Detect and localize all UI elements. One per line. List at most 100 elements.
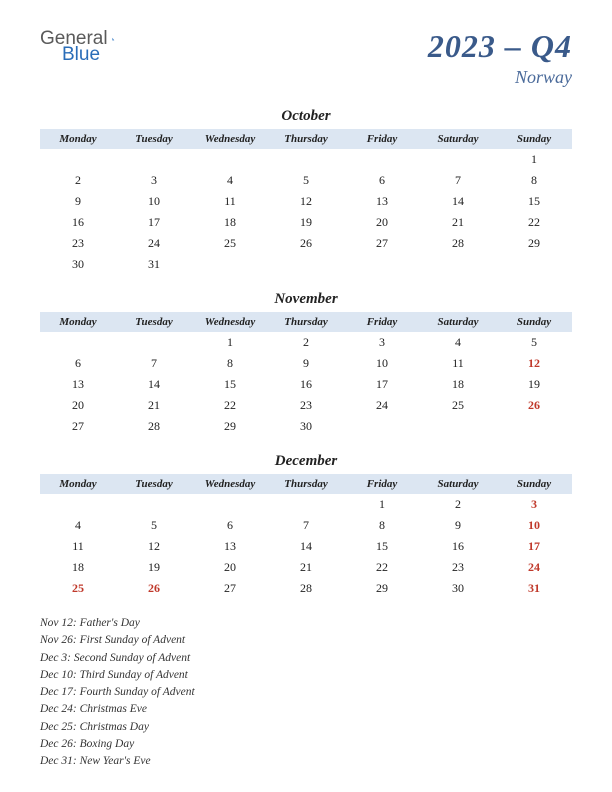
calendar-row: 1 <box>40 149 572 170</box>
weekday-header: Sunday <box>496 129 572 149</box>
weekday-header: Saturday <box>420 312 496 332</box>
calendar-cell: 7 <box>116 353 192 374</box>
calendar-cell: 8 <box>496 170 572 191</box>
weekday-header: Sunday <box>496 312 572 332</box>
calendar-row: 123 <box>40 494 572 515</box>
weekday-header: Tuesday <box>116 474 192 494</box>
calendar-cell: 29 <box>192 416 268 437</box>
calendar-cell <box>268 254 344 275</box>
weekday-header: Tuesday <box>116 312 192 332</box>
calendar-row: 13141516171819 <box>40 374 572 395</box>
calendar-cell <box>116 332 192 353</box>
calendar-cell: 5 <box>116 515 192 536</box>
calendar-cell: 17 <box>496 536 572 557</box>
calendar-cell: 8 <box>344 515 420 536</box>
calendar-cell <box>116 149 192 170</box>
calendar-row: 16171819202122 <box>40 212 572 233</box>
holiday-item: Dec 3: Second Sunday of Advent <box>40 650 572 667</box>
calendar-cell: 13 <box>192 536 268 557</box>
calendar-cell: 6 <box>192 515 268 536</box>
calendar-cell: 11 <box>40 536 116 557</box>
calendar-cell: 26 <box>116 578 192 599</box>
holiday-item: Nov 12: Father's Day <box>40 615 572 632</box>
calendar-cell: 30 <box>40 254 116 275</box>
calendar-row: 6789101112 <box>40 353 572 374</box>
calendar-cell: 17 <box>116 212 192 233</box>
calendar-cell: 13 <box>40 374 116 395</box>
weekday-header: Sunday <box>496 474 572 494</box>
weekday-header: Thursday <box>268 129 344 149</box>
page-title: 2023 – Q4 <box>428 28 572 65</box>
calendar-cell: 13 <box>344 191 420 212</box>
calendar-cell: 25 <box>40 578 116 599</box>
calendar-cell <box>192 494 268 515</box>
holiday-item: Dec 26: Boxing Day <box>40 736 572 753</box>
calendar-cell: 14 <box>116 374 192 395</box>
calendar-row: 20212223242526 <box>40 395 572 416</box>
calendar-cell: 4 <box>192 170 268 191</box>
holiday-item: Dec 10: Third Sunday of Advent <box>40 667 572 684</box>
calendar-cell: 20 <box>344 212 420 233</box>
calendar-cell: 31 <box>116 254 192 275</box>
calendar-cell: 12 <box>268 191 344 212</box>
calendar-cell <box>40 149 116 170</box>
calendar-cell: 25 <box>420 395 496 416</box>
calendar-row: 23242526272829 <box>40 233 572 254</box>
calendar-cell: 16 <box>268 374 344 395</box>
calendar-cell: 17 <box>344 374 420 395</box>
calendar-cell: 3 <box>496 494 572 515</box>
calendars-container: OctoberMondayTuesdayWednesdayThursdayFri… <box>40 108 572 599</box>
calendar-row: 9101112131415 <box>40 191 572 212</box>
calendar-cell: 9 <box>268 353 344 374</box>
calendar-row: 18192021222324 <box>40 557 572 578</box>
calendar-cell: 2 <box>268 332 344 353</box>
calendar-cell: 3 <box>116 170 192 191</box>
calendar-cell: 4 <box>40 515 116 536</box>
calendar-cell: 29 <box>496 233 572 254</box>
calendar-cell: 18 <box>420 374 496 395</box>
calendar-cell: 18 <box>40 557 116 578</box>
weekday-header: Friday <box>344 312 420 332</box>
weekday-header: Thursday <box>268 474 344 494</box>
weekday-header: Monday <box>40 474 116 494</box>
calendar-cell: 15 <box>496 191 572 212</box>
month-block: October MondayTuesdayWednesdayThursdayFri… <box>40 108 572 275</box>
calendar-cell: 15 <box>192 374 268 395</box>
calendar-table: MondayTuesdayWednesdayThursdayFridaySatu… <box>40 474 572 599</box>
calendar-cell <box>344 149 420 170</box>
calendar-cell: 9 <box>420 515 496 536</box>
calendar-cell <box>420 254 496 275</box>
calendar-cell: 11 <box>420 353 496 374</box>
weekday-header: Friday <box>344 474 420 494</box>
calendar-cell: 27 <box>192 578 268 599</box>
calendar-row: 12345 <box>40 332 572 353</box>
weekday-header: Monday <box>40 129 116 149</box>
weekday-header: Monday <box>40 312 116 332</box>
calendar-cell: 22 <box>192 395 268 416</box>
calendar-row: 27282930 <box>40 416 572 437</box>
calendar-cell: 22 <box>496 212 572 233</box>
calendar-cell: 5 <box>496 332 572 353</box>
calendar-cell: 5 <box>268 170 344 191</box>
calendar-cell: 10 <box>344 353 420 374</box>
month-title: October <box>40 108 572 125</box>
calendar-cell: 27 <box>40 416 116 437</box>
weekday-header: Wednesday <box>192 312 268 332</box>
month-title: November <box>40 291 572 308</box>
calendar-row: 3031 <box>40 254 572 275</box>
calendar-cell <box>192 254 268 275</box>
calendar-cell: 19 <box>496 374 572 395</box>
calendar-cell <box>40 332 116 353</box>
calendar-cell <box>496 254 572 275</box>
calendar-cell: 23 <box>40 233 116 254</box>
calendar-cell: 12 <box>496 353 572 374</box>
logo-sail-icon <box>112 29 115 49</box>
calendar-cell <box>40 494 116 515</box>
calendar-cell: 16 <box>420 536 496 557</box>
calendar-cell: 7 <box>268 515 344 536</box>
calendar-table: MondayTuesdayWednesdayThursdayFridaySatu… <box>40 129 572 275</box>
calendar-cell: 23 <box>420 557 496 578</box>
page-subtitle: Norway <box>428 67 572 88</box>
calendar-cell: 10 <box>116 191 192 212</box>
month-block: DecemberMondayTuesdayWednesdayThursdayFr… <box>40 453 572 599</box>
